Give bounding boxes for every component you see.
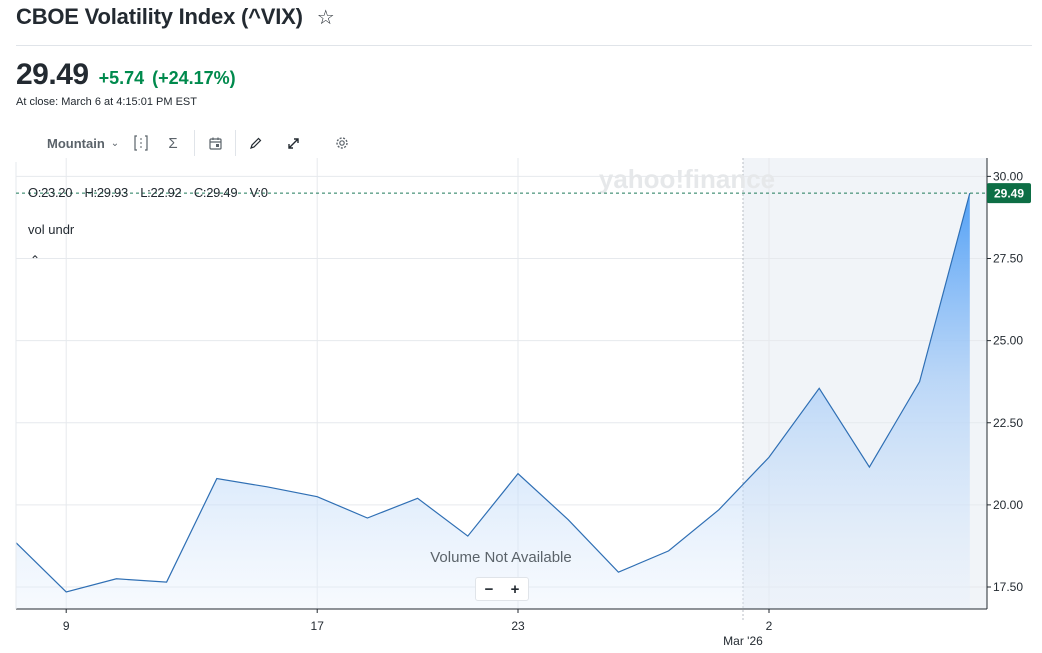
month-label: Mar '26 bbox=[723, 634, 763, 648]
y-tick-label: 30.00 bbox=[993, 169, 1023, 183]
chevron-down-icon: ⌄ bbox=[110, 137, 120, 149]
expand-icon[interactable] bbox=[274, 129, 312, 157]
calendar-icon[interactable] bbox=[195, 129, 235, 157]
draw-pencil-icon[interactable] bbox=[236, 129, 274, 157]
toolbar-divider bbox=[235, 130, 236, 156]
divider bbox=[16, 45, 1032, 46]
toolbar-divider bbox=[194, 130, 195, 156]
indicators-icon[interactable]: Σ bbox=[168, 134, 178, 152]
star-icon[interactable]: ☆ bbox=[316, 6, 335, 29]
chart-toolbar: Mountain ⌄ Σ bbox=[16, 128, 372, 158]
close-timestamp: At close: March 6 at 4:15:01 PM EST bbox=[16, 96, 197, 108]
price-change: +5.74 bbox=[98, 68, 145, 88]
y-tick-label: 25.00 bbox=[993, 334, 1023, 348]
y-tick-label: 17.50 bbox=[993, 580, 1023, 594]
last-price-label: 29.49 bbox=[994, 187, 1024, 201]
price-area bbox=[16, 193, 970, 610]
price-change-percent: (+24.17%) bbox=[152, 68, 236, 88]
chart-type-label: Mountain bbox=[47, 135, 105, 151]
watermark: yahoo!finance bbox=[599, 164, 775, 194]
settings-gear-icon[interactable] bbox=[312, 129, 372, 157]
title-row: CBOE Volatility Index (^VIX) ☆ bbox=[16, 4, 335, 30]
last-price-tag bbox=[987, 183, 1031, 204]
y-tick-label: 27.50 bbox=[993, 252, 1023, 266]
x-tick-label: 17 bbox=[311, 619, 325, 633]
x-tick-label: 23 bbox=[511, 619, 525, 633]
page-title: CBOE Volatility Index (^VIX) bbox=[16, 4, 303, 29]
date-range-icon[interactable] bbox=[126, 129, 156, 157]
y-tick-label: 22.50 bbox=[993, 416, 1023, 430]
volume-note: Volume Not Available bbox=[430, 549, 571, 566]
x-tick-label: 2 bbox=[766, 619, 773, 633]
y-tick-label: 20.00 bbox=[993, 498, 1023, 512]
price-line bbox=[15, 192, 971, 593]
x-tick-label: 9 bbox=[63, 619, 70, 633]
quote-summary: 29.49 +5.74 (+24.17%) bbox=[16, 58, 236, 92]
chart-type-dropdown[interactable]: Mountain ⌄ bbox=[16, 129, 126, 157]
current-price: 29.49 bbox=[16, 58, 89, 91]
